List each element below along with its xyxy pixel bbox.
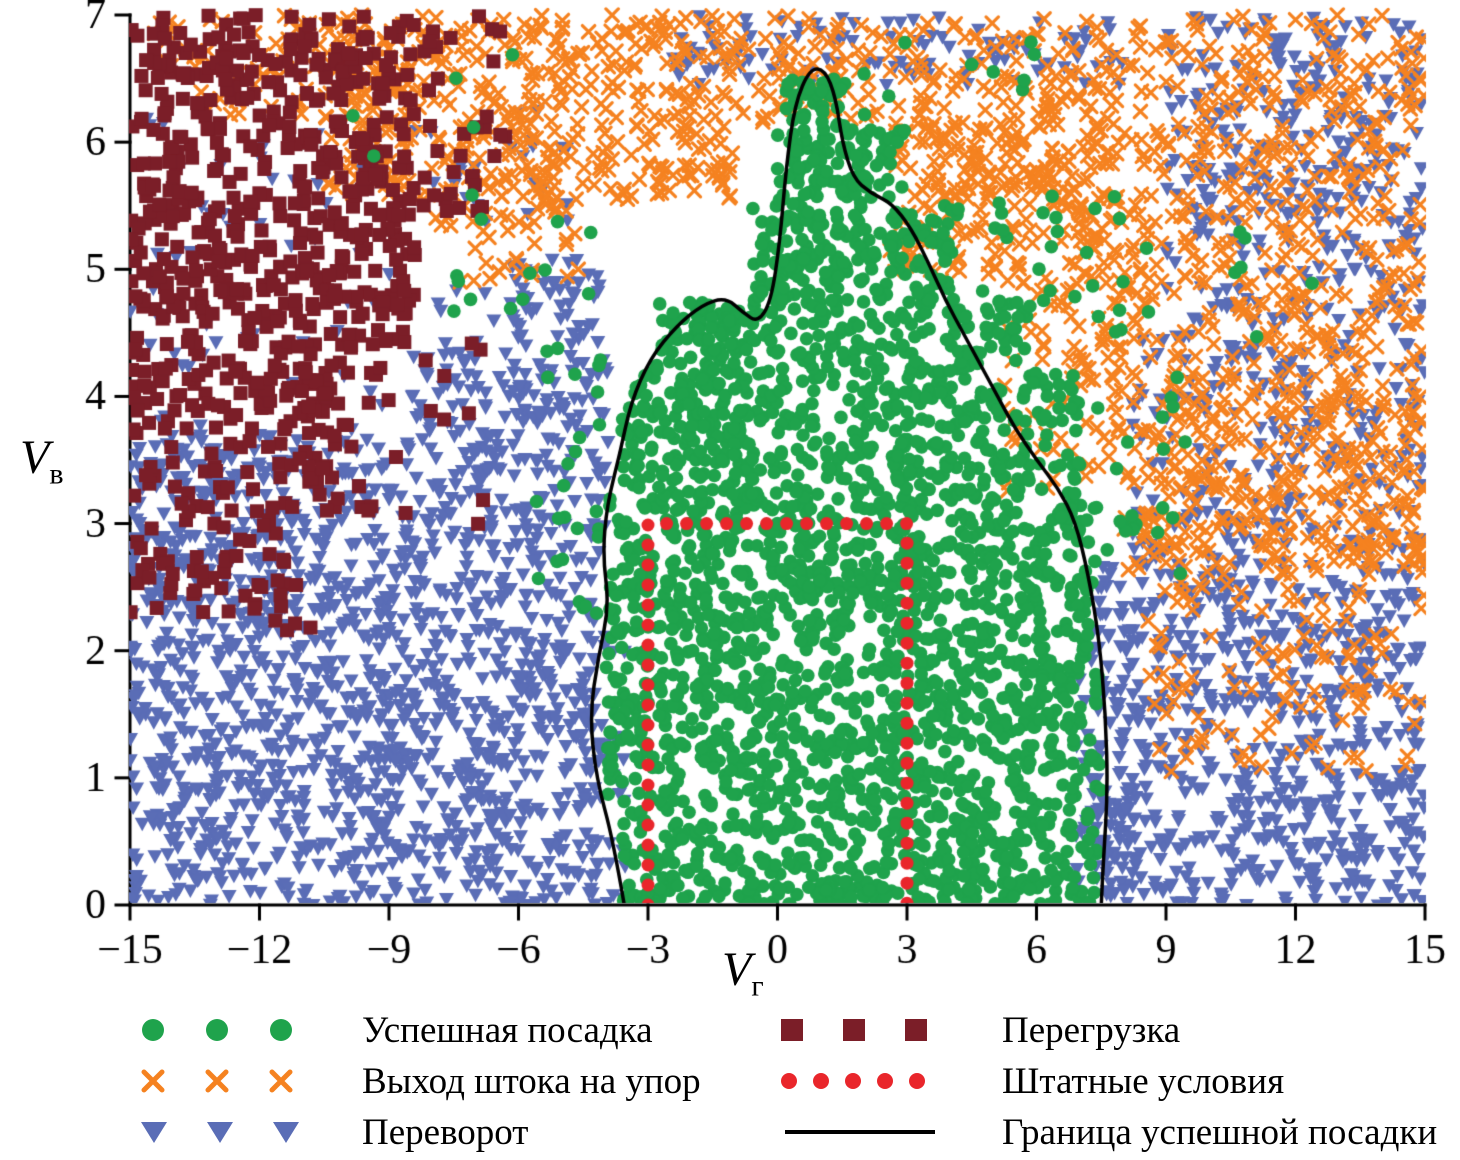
legend: Успешная посадка Выход штока на упор Пер… — [0, 1008, 1460, 1154]
legend-item-overturn: Переворот — [140, 1110, 780, 1154]
success-marker-icon — [140, 1017, 340, 1043]
rod-stop-marker-icon — [140, 1068, 340, 1094]
legend-label-boundary: Граница успешной посадки — [1002, 1111, 1438, 1153]
legend-item-nominal: Штатные условия — [780, 1059, 1437, 1103]
x-axis-label-sub: г — [751, 969, 764, 1003]
legend-item-success: Успешная посадка — [140, 1008, 780, 1052]
legend-label-success: Успешная посадка — [362, 1009, 653, 1051]
legend-label-overturn: Переворот — [362, 1111, 529, 1153]
overload-marker-icon — [780, 1018, 980, 1042]
y-axis-label: Vв — [20, 430, 64, 492]
legend-item-rod-stop: Выход штока на упор — [140, 1059, 780, 1103]
legend-item-overload: Перегрузка — [780, 1008, 1437, 1052]
legend-label-rod-stop: Выход штока на упор — [362, 1060, 701, 1102]
legend-column-left: Успешная посадка Выход штока на упор Пер… — [140, 1008, 780, 1154]
overturn-marker-icon — [140, 1120, 340, 1144]
y-axis-label-main: V — [20, 431, 50, 484]
legend-item-boundary: Граница успешной посадки — [780, 1110, 1437, 1154]
nominal-marker-icon — [780, 1072, 980, 1090]
boundary-marker-icon — [780, 1127, 980, 1137]
legend-label-nominal: Штатные условия — [1002, 1060, 1285, 1102]
legend-label-overload: Перегрузка — [1002, 1009, 1181, 1051]
x-axis-label-main: V — [722, 943, 752, 996]
y-axis-label-sub: в — [49, 457, 64, 491]
scatter-plot-canvas — [0, 0, 1460, 1010]
x-axis-label: Vг — [722, 942, 764, 1004]
legend-column-right: Перегрузка Штатные условия Граница успеш… — [780, 1008, 1437, 1154]
